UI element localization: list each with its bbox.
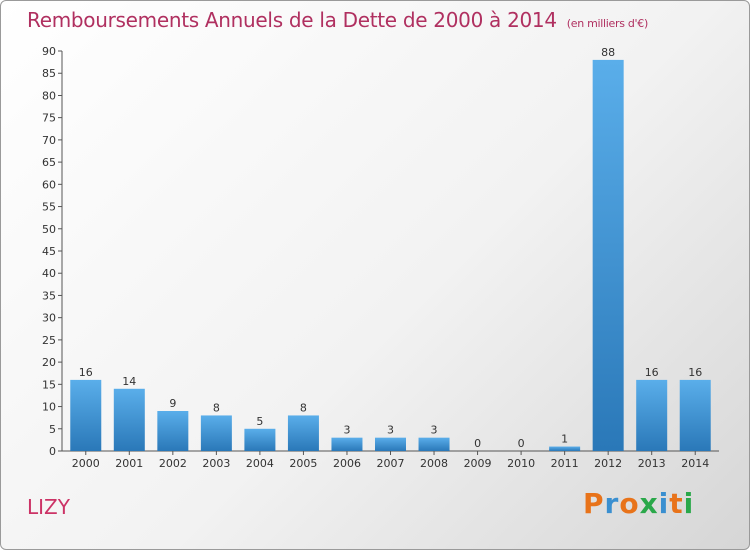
data-label: 3 bbox=[343, 424, 350, 437]
y-tick-label: 50 bbox=[42, 223, 56, 236]
y-tick-label: 25 bbox=[42, 334, 56, 347]
y-tick-label: 40 bbox=[42, 267, 56, 280]
bar bbox=[418, 437, 450, 451]
logo-letter: x bbox=[639, 487, 659, 520]
logo-letter: t bbox=[669, 487, 684, 520]
x-tick-label: 2006 bbox=[333, 457, 361, 470]
chart-title: Remboursements Annuels de la Dette de 20… bbox=[27, 8, 648, 32]
data-label: 3 bbox=[431, 424, 438, 437]
x-tick-label: 2004 bbox=[246, 457, 274, 470]
data-label: 16 bbox=[645, 366, 659, 379]
bar bbox=[70, 379, 102, 451]
bar bbox=[287, 415, 319, 451]
bar bbox=[113, 388, 145, 451]
x-tick-label: 2003 bbox=[202, 457, 230, 470]
y-tick-label: 55 bbox=[42, 201, 56, 214]
data-label: 14 bbox=[122, 375, 136, 388]
x-tick-label: 2012 bbox=[594, 457, 622, 470]
y-tick-label: 10 bbox=[42, 401, 56, 414]
city-name: LIZY bbox=[27, 495, 70, 519]
data-label: 3 bbox=[387, 424, 394, 437]
y-tick-label: 0 bbox=[49, 445, 56, 458]
y-tick-label: 90 bbox=[42, 45, 56, 58]
x-tick-label: 2011 bbox=[551, 457, 579, 470]
data-label: 9 bbox=[169, 397, 176, 410]
x-tick-label: 2013 bbox=[638, 457, 666, 470]
bar bbox=[375, 437, 406, 451]
x-tick-label: 2009 bbox=[464, 457, 492, 470]
bar bbox=[244, 428, 276, 451]
data-label: 5 bbox=[256, 415, 263, 428]
y-tick-label: 85 bbox=[42, 67, 56, 80]
x-tick-label: 2010 bbox=[507, 457, 535, 470]
y-tick-label: 35 bbox=[42, 289, 56, 302]
data-label: 1 bbox=[561, 433, 568, 446]
y-tick-label: 60 bbox=[42, 178, 56, 191]
x-tick-label: 2001 bbox=[115, 457, 143, 470]
data-label: 0 bbox=[518, 437, 525, 450]
y-tick-label: 5 bbox=[49, 423, 56, 436]
chart-title-text: Remboursements Annuels de la Dette de 20… bbox=[27, 8, 557, 32]
chart-subtitle: (en milliers d'€) bbox=[566, 17, 648, 30]
y-tick-label: 30 bbox=[42, 312, 56, 325]
y-tick-label: 80 bbox=[42, 89, 56, 102]
x-tick-label: 2007 bbox=[377, 457, 405, 470]
x-tick-label: 2000 bbox=[72, 457, 100, 470]
logo-letter: i bbox=[683, 487, 695, 520]
logo-letter: P bbox=[583, 487, 605, 520]
bar bbox=[157, 411, 189, 451]
y-tick-label: 20 bbox=[42, 356, 56, 369]
y-tick-label: 65 bbox=[42, 156, 56, 169]
x-tick-label: 2005 bbox=[289, 457, 317, 470]
logo-letter: r bbox=[604, 487, 620, 520]
data-label: 0 bbox=[474, 437, 481, 450]
y-tick-label: 70 bbox=[42, 134, 56, 147]
bar bbox=[549, 446, 581, 451]
y-tick-label: 75 bbox=[42, 112, 56, 125]
bar bbox=[592, 59, 624, 452]
logo-letter: o bbox=[619, 487, 640, 520]
x-tick-label: 2002 bbox=[159, 457, 187, 470]
bar bbox=[200, 415, 232, 451]
proxiti-logo: Proxiti bbox=[583, 487, 694, 520]
bar bbox=[636, 379, 668, 451]
y-tick-label: 15 bbox=[42, 378, 56, 391]
data-label: 16 bbox=[688, 366, 702, 379]
data-label: 8 bbox=[213, 401, 220, 414]
data-label: 88 bbox=[601, 46, 615, 59]
data-label: 8 bbox=[300, 401, 307, 414]
x-tick-label: 2014 bbox=[681, 457, 709, 470]
logo-letter: i bbox=[658, 487, 670, 520]
y-tick-label: 45 bbox=[42, 245, 56, 258]
bar bbox=[331, 437, 363, 451]
x-tick-label: 2008 bbox=[420, 457, 448, 470]
data-label: 16 bbox=[79, 366, 93, 379]
bar bbox=[679, 379, 711, 451]
